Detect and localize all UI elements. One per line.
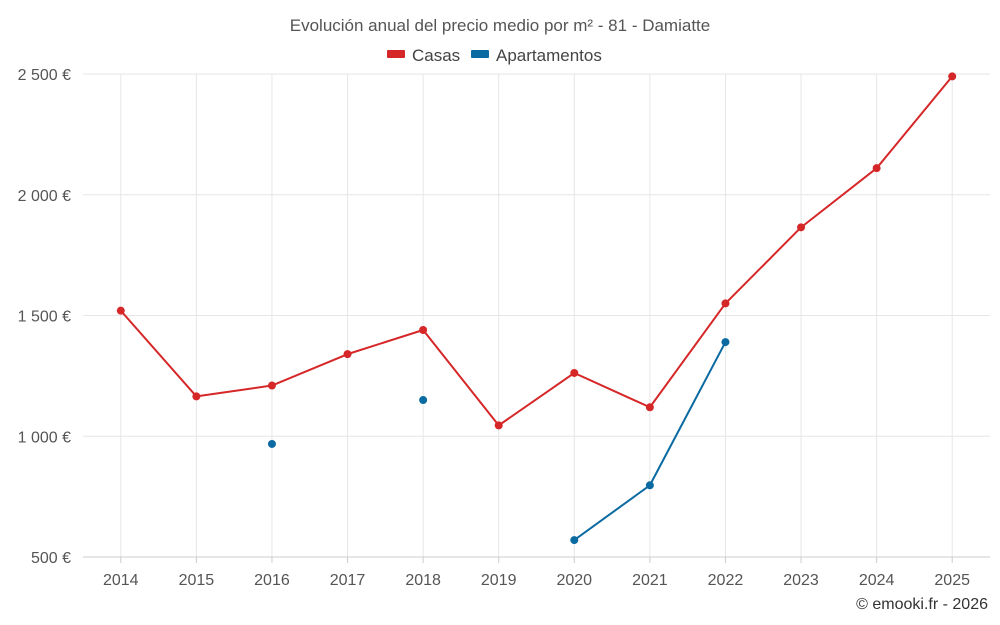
point-apartamentos-2022[interactable]: [721, 338, 730, 347]
series-apartamentos: [267, 338, 730, 545]
chart-title: Evolución anual del precio medio por m² …: [290, 16, 710, 35]
point-apartamentos-2018[interactable]: [419, 396, 428, 405]
point-casas-2017[interactable]: [343, 350, 352, 359]
y-tick-label: 2 000 €: [18, 188, 71, 205]
y-axis: 500 € 1 000 € 1 500 € 2 000 € 2 500 €: [18, 67, 71, 567]
legend-item-apartamentos[interactable]: Apartamentos: [471, 46, 602, 65]
x-tick-label: 2022: [708, 572, 744, 589]
legend-label-casas: Casas: [412, 46, 460, 65]
y-tick-label: 1 000 €: [18, 429, 71, 446]
x-tick-label: 2025: [934, 572, 970, 589]
point-casas-2025[interactable]: [948, 72, 957, 81]
series-line-casas: [573, 371, 651, 409]
x-tick-label: 2024: [859, 572, 895, 589]
point-casas-2018[interactable]: [419, 325, 428, 334]
series-line-casas: [875, 75, 954, 170]
x-tick-label: 2016: [254, 572, 290, 589]
series-line-casas: [195, 384, 273, 398]
credit-text: © emooki.fr - 2026: [856, 596, 988, 613]
series-line-casas: [497, 371, 576, 427]
point-casas-2016[interactable]: [267, 381, 276, 390]
point-casas-2022[interactable]: [721, 299, 730, 308]
y-tick-label: 1 500 €: [18, 309, 71, 326]
x-tick-label: 2023: [783, 572, 819, 589]
point-casas-2021[interactable]: [645, 403, 654, 412]
point-apartamentos-2020[interactable]: [570, 536, 579, 545]
series-line-apartamentos: [573, 484, 651, 542]
point-apartamentos-2016[interactable]: [267, 439, 276, 448]
series-line-casas: [270, 353, 349, 387]
series-line-casas: [119, 309, 198, 398]
x-tick-label: 2018: [405, 572, 441, 589]
point-casas-2019[interactable]: [494, 421, 503, 430]
x-axis: 2014 2015 2016 2017 2018 2019 2020 2021 2022 2023…: [83, 556, 990, 589]
series-layer: [116, 72, 957, 545]
series-line-casas: [648, 302, 727, 409]
series-line-apartamentos: [648, 341, 727, 487]
x-tick-label: 2017: [330, 572, 366, 589]
x-tick-label: 2021: [632, 572, 668, 589]
legend-label-apartamentos: Apartamentos: [496, 46, 602, 65]
series-line-casas: [346, 328, 425, 356]
point-casas-2024[interactable]: [872, 164, 881, 173]
y-tick-label: 2 500 €: [18, 67, 71, 84]
legend-swatch-apartamentos: [471, 50, 489, 58]
legend-item-casas[interactable]: Casas: [387, 46, 460, 65]
point-casas-2014[interactable]: [116, 306, 125, 315]
point-apartamentos-2021[interactable]: [645, 481, 654, 490]
y-tick-label: 500 €: [31, 550, 71, 567]
series-line-casas: [724, 226, 803, 305]
point-casas-2015[interactable]: [192, 392, 201, 401]
x-tick-label: 2020: [556, 572, 592, 589]
series-casas: [116, 72, 957, 430]
legend: Casas Apartamentos: [387, 46, 602, 65]
series-line-casas: [800, 167, 878, 229]
x-tick-label: 2015: [179, 572, 215, 589]
grid: [83, 73, 990, 558]
point-casas-2020[interactable]: [570, 368, 579, 377]
point-casas-2023[interactable]: [797, 223, 806, 232]
x-tick-label: 2019: [481, 572, 517, 589]
x-tick-label: 2014: [103, 572, 139, 589]
series-line-casas: [422, 328, 500, 427]
legend-swatch-casas: [387, 50, 405, 58]
